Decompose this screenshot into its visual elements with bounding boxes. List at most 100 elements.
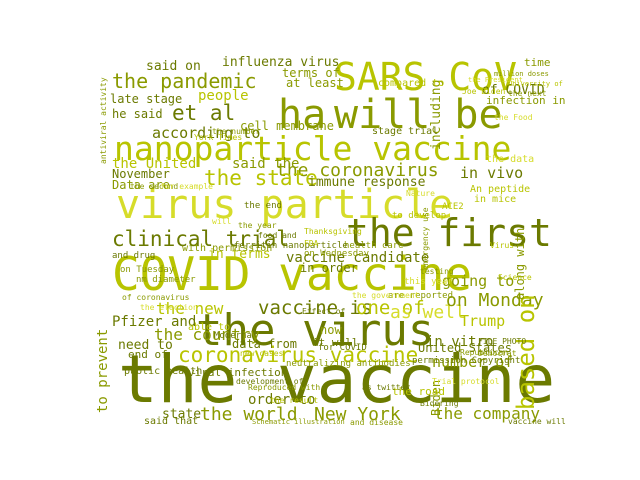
word-moderna: Moderna: [214, 331, 252, 341]
word-the-result: the result: [270, 396, 318, 405]
word-nm-diameter: nm diameter: [136, 275, 196, 285]
word-will-be: will be: [334, 92, 503, 138]
word-he-said: he said: [112, 107, 163, 121]
word-health-care: health care: [344, 241, 404, 251]
word-in-vitro: in vitro: [426, 334, 493, 350]
word-neutralizing-antibodies: neutralizing antibodies: [286, 359, 411, 369]
word-going-to: going to: [442, 272, 514, 290]
word-of-coronavirus: of coronavirus: [122, 293, 190, 302]
word-immune-response: immune response: [308, 175, 426, 190]
word-democrat: Democrat: [478, 349, 517, 358]
word-cell-membrane: cell membrane: [240, 119, 334, 133]
word-in-terms: in terms: [208, 247, 271, 262]
word-vaccine-is: vaccine is: [258, 297, 372, 319]
word-terms-of: terms of: [282, 66, 340, 80]
word-testing: testing: [420, 267, 454, 276]
word-one-of: one of: [356, 297, 425, 319]
word-the-country: the country: [154, 325, 260, 344]
word-need-to: need to: [118, 338, 173, 353]
word-public-health: public health: [124, 366, 202, 377]
word-bidering: Bidering: [420, 399, 459, 408]
word-stage-trial: stage trial: [372, 126, 438, 137]
word-group: the vaccine COVID vaccine virus particle na…: [95, 55, 566, 427]
word-the-food: the Food: [494, 113, 533, 122]
word-the-year: the year: [238, 221, 277, 230]
word-as-well: as well: [390, 302, 466, 323]
word-on-tuesday: on Tuesday: [120, 265, 175, 275]
word-number-of: number of: [432, 353, 513, 371]
word-the-state: the state: [204, 166, 318, 190]
word-emergency-use: emergency use: [421, 207, 430, 270]
word-in-mice: in mice: [474, 194, 516, 205]
word-and-disease: and disease: [350, 418, 403, 427]
word-virus-particle: virus particle: [116, 182, 453, 228]
word-november: November: [112, 167, 170, 181]
word-and-drug: and drug: [112, 251, 155, 261]
word-new-cases: new cases: [240, 349, 284, 358]
word-the-next: the next: [508, 89, 547, 98]
word-are-reported: are reported: [388, 291, 453, 301]
word-said-the: said the: [232, 156, 299, 172]
word-people: people: [198, 88, 249, 104]
word-said-on: said on: [146, 59, 201, 74]
word-food-and: food and: [258, 231, 297, 240]
word-the-second: the second: [130, 182, 178, 191]
word-clinical-trial: clinical trial: [112, 227, 289, 251]
word-the-coronavirus: the coronavirus: [276, 160, 439, 181]
word-ace2: ACE2: [442, 202, 464, 212]
word-with-permission: with permission: [182, 243, 272, 254]
word-will: will: [212, 217, 231, 226]
word-the-virus: the virus: [196, 305, 434, 356]
word-trump: Trump: [460, 312, 505, 330]
word-on-wednesday: on Wednesday: [304, 249, 370, 259]
word-at-least: at least: [286, 76, 344, 90]
word-virus: Virus: [490, 241, 514, 250]
word-the-government: the government: [352, 291, 420, 300]
word-schematic-illustration: Schematic illustration: [252, 418, 345, 426]
word-of-covid: of COVID: [482, 83, 545, 98]
word-the-data: the data: [486, 154, 534, 165]
word-said-that: said that: [144, 416, 198, 427]
word-file-photo: FILE PHOTO: [478, 337, 526, 346]
word-york-times: York Times: [194, 133, 242, 142]
word-vaccine-candidate: vaccine candidate: [286, 250, 429, 266]
word-coronavirus-vaccine: coronavirus vaccine: [178, 343, 418, 367]
word-the-vaccine: the vaccine: [118, 341, 555, 418]
word-new-york: New York: [314, 404, 401, 425]
word-infection-in: infection in: [486, 94, 565, 107]
word-on-monday: on Monday: [446, 290, 544, 311]
word-the-united: the United: [112, 156, 196, 172]
word-fda: FDA: [304, 239, 319, 248]
word-order-to: order to: [248, 392, 315, 408]
word-the-new: the new: [156, 299, 224, 318]
word-republican: Republican: [460, 348, 508, 357]
word-et-al: et al: [172, 101, 235, 125]
word-nature: Nature: [406, 189, 435, 198]
word-according-to: according to: [152, 124, 260, 142]
word-ferritin-nanoparticle: ferritin nanoparticle: [234, 241, 348, 251]
word-the-president: the President: [468, 76, 523, 84]
word-it-will: it will: [312, 336, 358, 349]
word-antiviral-activity: antiviral activity: [99, 77, 108, 164]
word-permission-copyright: permission Copyright: [412, 356, 520, 366]
word-united-states: United States: [418, 341, 512, 355]
word-state: state: [162, 407, 201, 422]
word-for-example: for example: [160, 182, 213, 191]
word-including: including: [429, 80, 444, 150]
word-the-pandemic: the pandemic: [112, 69, 257, 93]
word-pfizer-and: Pfizer and: [112, 314, 196, 330]
word-end-of: end of: [128, 348, 168, 361]
word-to-develop: to develop: [392, 211, 446, 221]
word-as-twitter: as twitter: [362, 383, 410, 392]
word-biden: Biden: [429, 380, 443, 416]
word-vaccine-will: vaccine will: [508, 417, 566, 426]
word-ha: ha: [278, 92, 326, 138]
word-the-end: the end: [244, 201, 282, 211]
word-trial-protocol: Trial protocol: [432, 377, 500, 386]
word-data-are: Data are: [112, 178, 170, 192]
word-compared-to: compared to: [378, 78, 444, 89]
word-late-stage: late stage: [110, 92, 182, 106]
word-covid-vaccine: COVID vaccine: [112, 247, 472, 301]
